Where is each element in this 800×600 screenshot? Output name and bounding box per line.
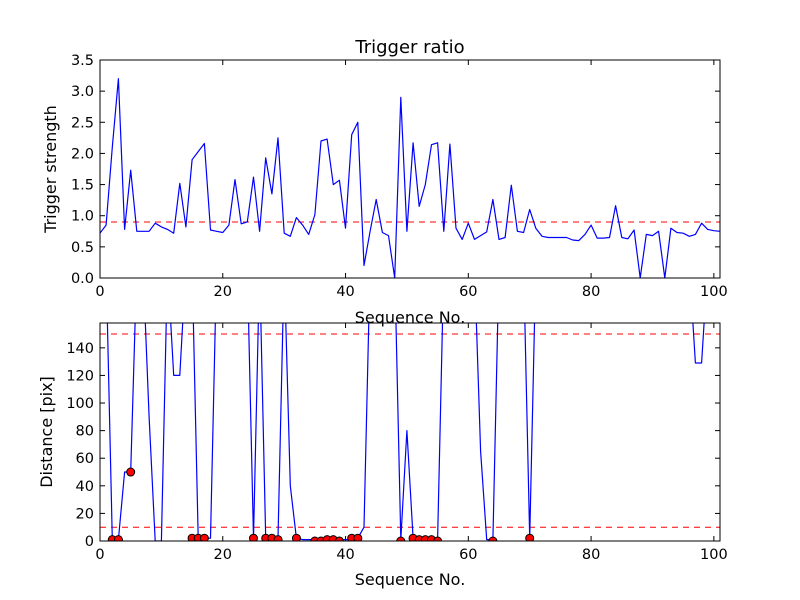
top-chart-title: Trigger ratio bbox=[354, 37, 464, 58]
y-tick-label: 1.5 bbox=[71, 178, 94, 194]
y-tick-label: 60 bbox=[76, 451, 94, 467]
data-point-marker bbox=[273, 535, 283, 541]
bottom-y-axis-label: Distance [pix] bbox=[37, 376, 56, 488]
x-tick-label: 20 bbox=[214, 284, 232, 300]
y-tick-label: 2.5 bbox=[71, 115, 94, 131]
series-line bbox=[106, 323, 705, 541]
x-tick-label: 100 bbox=[700, 547, 728, 563]
data-point-marker bbox=[353, 533, 363, 541]
bottom-y-ticks: 0 20 40 60 80 100 120 140 bbox=[66, 341, 720, 550]
top-series-line bbox=[100, 78, 720, 278]
x-tick-label: 80 bbox=[582, 547, 600, 563]
data-point-marker bbox=[433, 536, 443, 541]
bottom-series-line bbox=[106, 323, 705, 541]
y-tick-label: 120 bbox=[66, 368, 94, 384]
data-point-marker bbox=[334, 536, 344, 541]
y-tick-label: 140 bbox=[66, 341, 94, 357]
y-tick-label: 1.0 bbox=[71, 209, 94, 225]
y-tick-label: 40 bbox=[76, 479, 94, 495]
series-line bbox=[100, 78, 720, 278]
y-tick-label: 0.0 bbox=[71, 271, 94, 287]
bottom-plot-frame bbox=[99, 322, 721, 542]
data-point-marker bbox=[126, 467, 136, 477]
data-point-marker bbox=[248, 533, 258, 541]
top-x-ticks: 0 20 40 60 80 100 bbox=[95, 60, 728, 300]
top-x-axis-label: Sequence No. bbox=[355, 308, 466, 327]
y-tick-label: 3.0 bbox=[71, 84, 94, 100]
bottom-x-axis-label: Sequence No. bbox=[355, 570, 466, 589]
y-tick-label: 3.5 bbox=[71, 53, 94, 69]
x-tick-label: 100 bbox=[700, 284, 728, 300]
x-tick-label: 0 bbox=[95, 547, 104, 563]
bottom-markers bbox=[107, 467, 535, 541]
y-tick-label: 0 bbox=[85, 534, 94, 550]
x-tick-label: 60 bbox=[459, 547, 477, 563]
x-tick-label: 40 bbox=[336, 547, 354, 563]
bottom-threshold-lines bbox=[100, 333, 720, 528]
x-tick-label: 20 bbox=[214, 547, 232, 563]
x-tick-label: 80 bbox=[582, 284, 600, 300]
y-tick-label: 2.0 bbox=[71, 146, 94, 162]
y-tick-label: 80 bbox=[76, 424, 94, 440]
top-y-ticks: 0.0 0.5 1.0 1.5 2.0 2.5 3.0 3.5 bbox=[71, 53, 720, 287]
data-point-marker bbox=[396, 536, 406, 541]
top-y-axis-label: Trigger strength bbox=[41, 105, 60, 234]
data-point-marker bbox=[488, 536, 498, 541]
top-plot-frame bbox=[99, 59, 721, 279]
x-tick-label: 60 bbox=[459, 284, 477, 300]
y-tick-label: 100 bbox=[66, 396, 94, 412]
bottom-chart: 0 20 40 60 80 100 0 20 40 60 80 100 120 140 Sequence… bbox=[37, 322, 728, 589]
bottom-x-ticks: 0 20 40 60 80 100 bbox=[95, 323, 728, 563]
data-point-marker bbox=[113, 535, 123, 541]
x-tick-label: 40 bbox=[336, 284, 354, 300]
y-tick-label: 20 bbox=[76, 506, 94, 522]
data-point-marker bbox=[199, 533, 209, 541]
top-chart: Trigger ratio 0 20 40 60 80 100 0.0 0.5 1.0 1.5 2… bbox=[41, 37, 728, 327]
data-point-marker bbox=[291, 533, 301, 541]
x-tick-label: 0 bbox=[95, 284, 104, 300]
y-tick-label: 0.5 bbox=[71, 240, 94, 256]
data-point-marker bbox=[525, 533, 535, 541]
